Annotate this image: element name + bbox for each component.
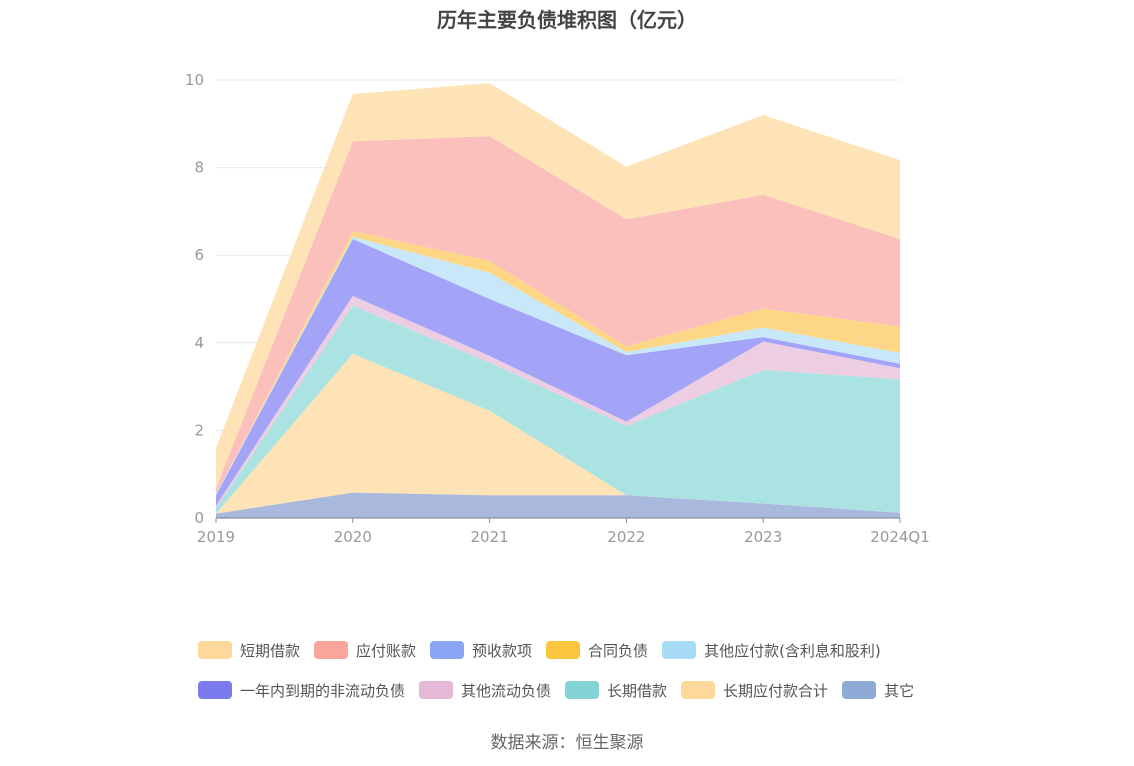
- x-tick-label: 2021: [471, 528, 509, 546]
- legend-item[interactable]: 一年内到期的非流动负债: [198, 680, 405, 701]
- area-series-2: [216, 305, 900, 514]
- legend-item[interactable]: 短期借款: [198, 640, 300, 661]
- legend-row: 一年内到期的非流动负债 其他流动负债 长期借款 长期应付款合计 其它: [198, 670, 958, 710]
- legend-swatch: [546, 641, 581, 659]
- legend-label: 长期应付款合计: [723, 681, 829, 700]
- y-tick-label: 8: [194, 159, 204, 177]
- legend-label: 合同负债: [588, 641, 649, 660]
- y-tick-label: 6: [194, 246, 204, 264]
- y-tick-label: 2: [194, 421, 204, 439]
- legend-item[interactable]: 其他应付款(含利息和股利): [662, 640, 881, 661]
- legend-swatch: [198, 641, 232, 659]
- area-series-4: [216, 239, 900, 506]
- legend-label: 其他流动负债: [461, 681, 552, 700]
- x-tick-label: 2020: [334, 528, 372, 546]
- legend-item[interactable]: 其他流动负债: [419, 680, 551, 701]
- legend-item[interactable]: 长期应付款合计: [681, 680, 828, 701]
- legend-label: 一年内到期的非流动负债: [240, 681, 406, 700]
- source-note: 数据来源：恒生聚源: [490, 733, 644, 753]
- legend-label: 应付账款: [356, 641, 417, 660]
- area-series-8: [216, 136, 900, 495]
- area-series-9: [216, 83, 900, 489]
- legend-swatch: [198, 681, 232, 699]
- x-tick-label: 2022: [607, 528, 645, 546]
- area-series-0: [216, 492, 900, 518]
- legend-swatch: [662, 641, 697, 659]
- x-tick-label: 2023: [744, 528, 782, 546]
- legend-item[interactable]: 其它: [842, 680, 914, 701]
- y-tick-label: 0: [194, 509, 204, 527]
- axes: 2019 2020 2021 2022 2023 2024Q1: [197, 517, 930, 546]
- legend-swatch: [419, 681, 454, 699]
- legend-swatch: [430, 641, 465, 659]
- chart-title: 历年主要负债堆积图（亿元）: [437, 8, 697, 32]
- x-tick-label: 2019: [197, 528, 235, 546]
- legend-swatch: [565, 681, 600, 699]
- legend-item[interactable]: 应付账款: [314, 640, 416, 661]
- legend-item[interactable]: 预收款项: [430, 640, 532, 661]
- y-tick-label: 10: [185, 71, 204, 89]
- area-series-1: [216, 353, 900, 514]
- legend-swatch: [314, 641, 349, 659]
- legend-swatch: [681, 681, 716, 699]
- legend-label: 长期借款: [607, 681, 668, 700]
- y-tick-label: 4: [194, 334, 204, 352]
- x-tick-label: 2024Q1: [870, 528, 930, 546]
- legend-label: 其它: [884, 681, 915, 700]
- legend-swatch: [842, 681, 877, 699]
- legend-label: 预收款项: [472, 641, 533, 660]
- legend-label: 其他应付款(含利息和股利): [704, 641, 881, 660]
- legend-label: 短期借款: [240, 641, 301, 660]
- legend-item[interactable]: 长期借款: [565, 680, 667, 701]
- area-layer: [216, 83, 900, 518]
- legend: 短期借款 应付账款 预收款项 合同负债 其他应付款(含利息和股利) 一年内到期的非流动负…: [198, 630, 958, 710]
- legend-row: 短期借款 应付账款 预收款项 合同负债 其他应付款(含利息和股利): [198, 630, 958, 670]
- legend-item[interactable]: 合同负债: [546, 640, 648, 661]
